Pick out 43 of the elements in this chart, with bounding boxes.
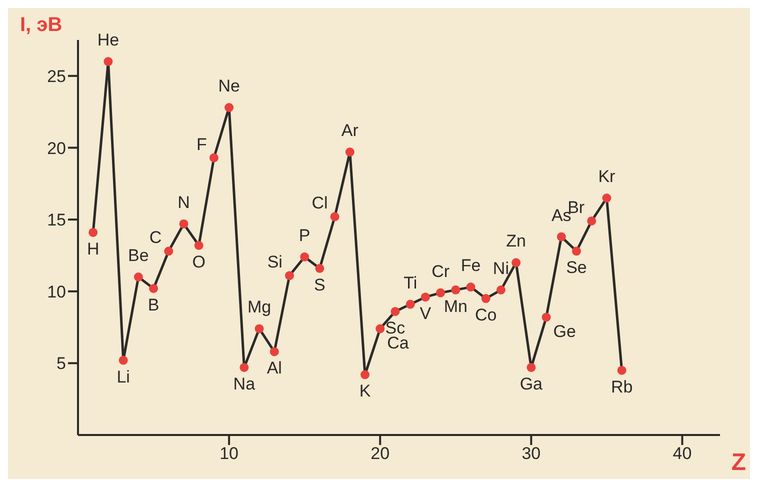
annotation: Ga [520,374,544,394]
annotation: F [196,134,207,154]
annotation: K [359,382,372,401]
annotation: Ar [341,121,359,140]
x-tick-label: 10 [220,444,239,464]
y-tick-label: 5 [56,354,66,374]
y-tick-label: 25 [47,66,66,86]
annotation: V [420,304,432,324]
annotation: Li [116,367,130,386]
x-tick-label: 20 [370,444,390,464]
annotation: Na [233,374,256,394]
annotation: P [298,226,310,245]
annotation: Fe [460,256,481,276]
annotation: Ne [218,76,240,96]
annotation: Si [267,252,282,272]
annotation: Be [128,246,149,265]
y-axis-title: I, эВ [20,14,62,37]
annotation: Rb [610,377,633,396]
annotation: O [192,252,206,272]
x-tick-label: 40 [672,444,692,464]
annotation: Ge [553,322,576,342]
annotation: Kr [598,167,616,186]
annotation: Se [566,258,587,278]
annotation: N [178,192,190,212]
annotation: Ti [404,273,418,292]
annotation: B [148,295,160,314]
annotation: Al [266,358,282,378]
annotation: Co [474,306,497,325]
y-tick-label: 20 [47,138,66,158]
annotation: Ni [492,258,509,278]
x-tick-label: 30 [522,444,541,464]
annotation: Cr [432,262,450,281]
y-tick-label: 15 [47,210,66,230]
x-axis-title: Z [731,449,746,477]
annotation: H [86,239,100,258]
annotation: Mg [247,298,272,317]
annotation: Zn [506,232,526,251]
annotation: C [149,228,162,248]
annotation: Mn [444,296,468,316]
annotation: S [314,275,326,294]
y-tick-label: 10 [47,282,66,302]
annotation: Cl [312,194,328,213]
annotation: He [97,30,120,50]
